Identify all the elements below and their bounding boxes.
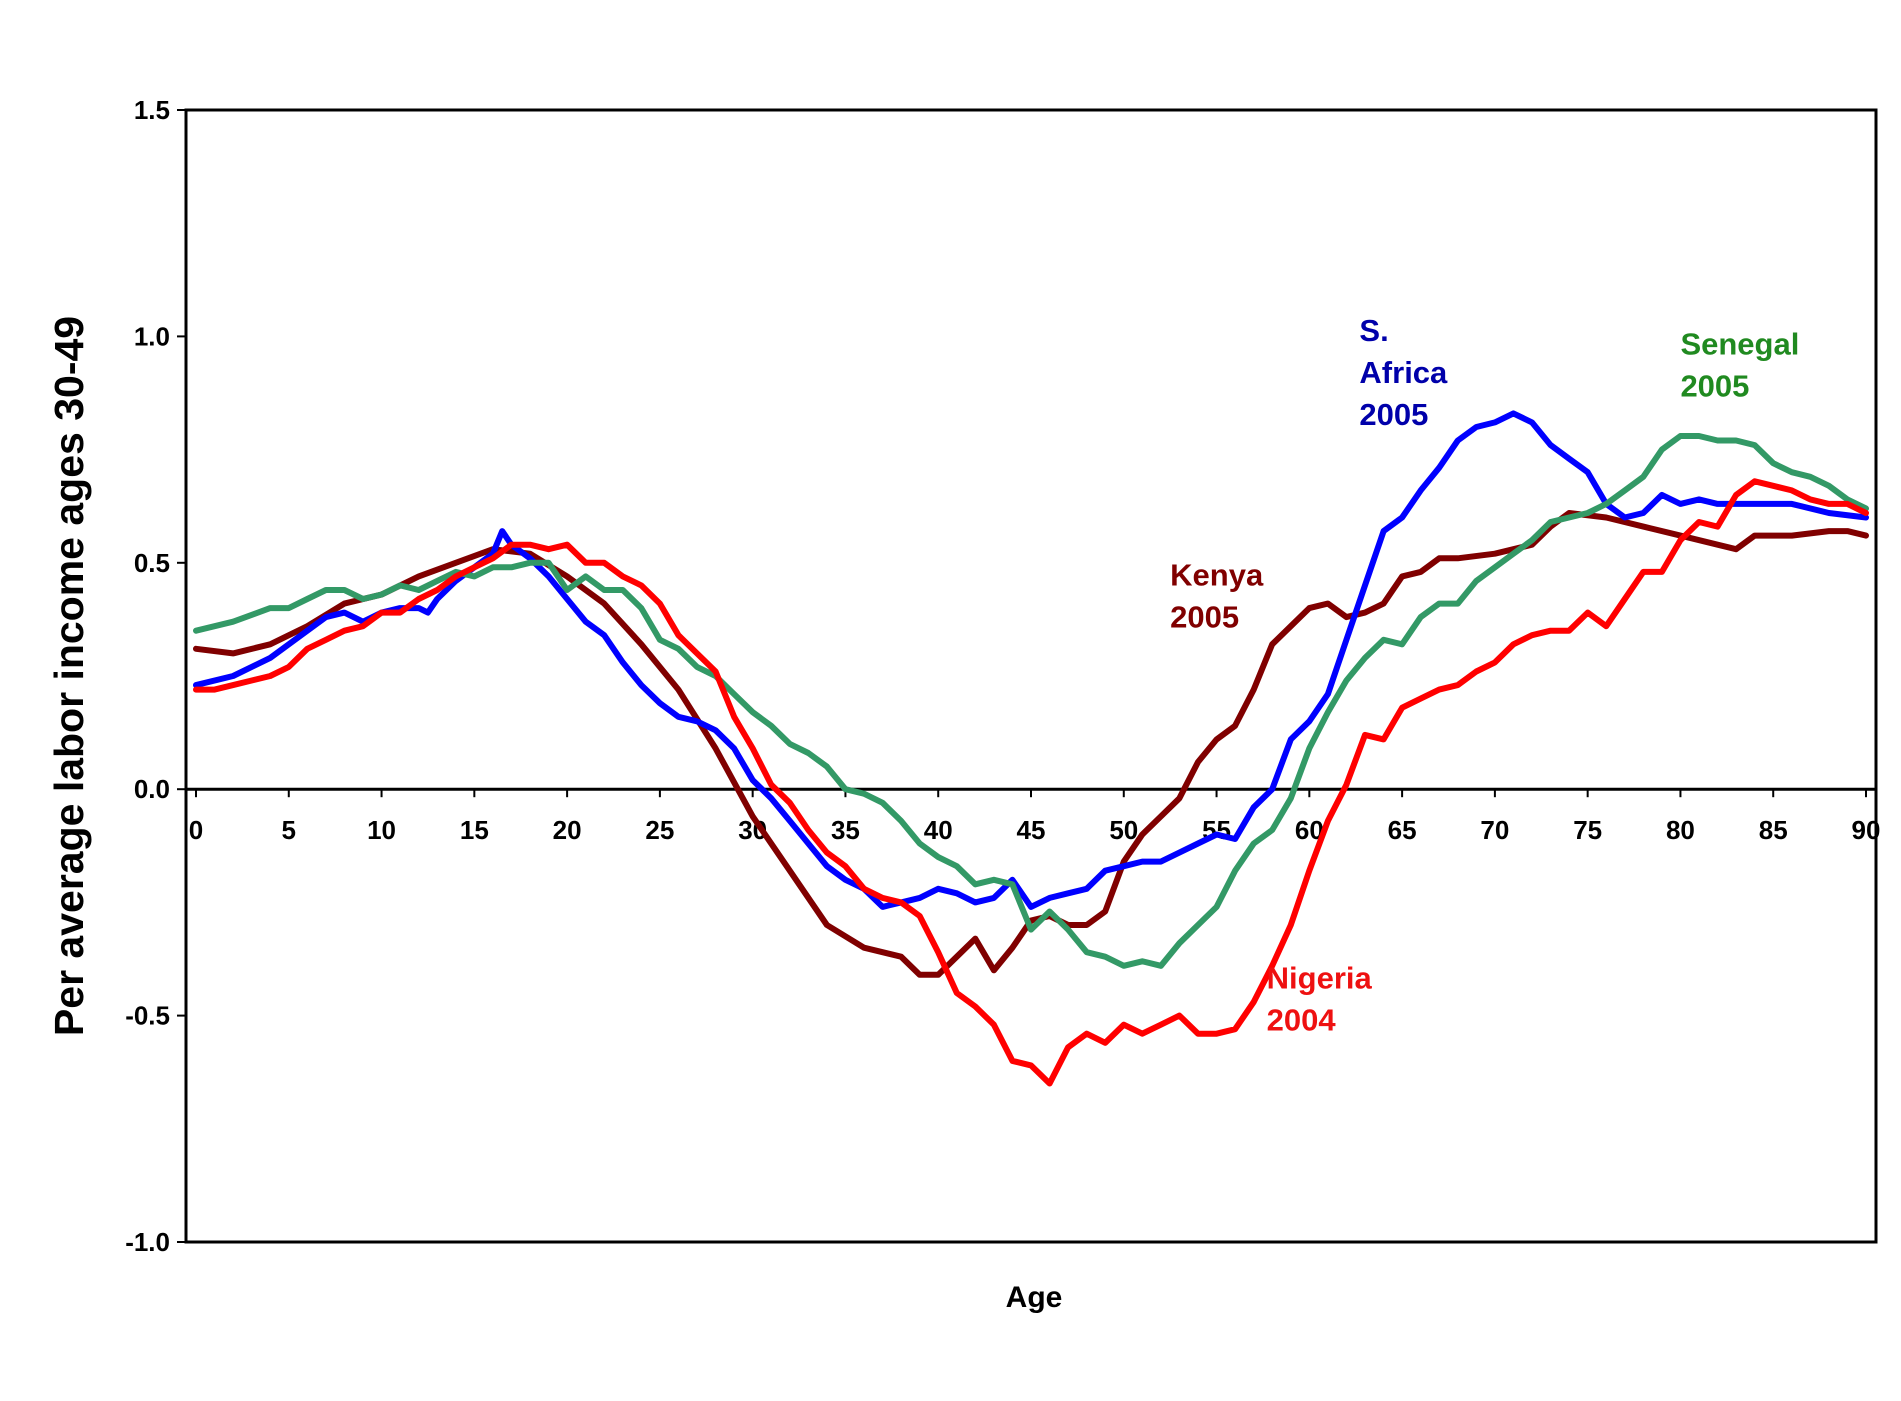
x-tick-label: 35 <box>831 815 860 845</box>
series-label-year: 2005 <box>1680 369 1749 404</box>
y-tick-label: 1.5 <box>134 95 170 125</box>
plot-frame <box>184 108 1878 1244</box>
plot-area <box>186 110 1876 1242</box>
x-tick-label: 40 <box>924 815 953 845</box>
series-lines <box>193 410 1869 1087</box>
y-axis-ticks: 1.5 1.0 0.5 0.0 -0.5 -1.0 <box>125 95 186 1257</box>
series-line-nigeria <box>193 478 1869 1087</box>
y-tick-label: 0.0 <box>134 774 170 804</box>
x-tick-label: 10 <box>367 815 396 845</box>
series-label-name: S. <box>1359 313 1388 348</box>
x-axis-ticks: 0 5 10 15 20 25 30 35 40 45 50 55 60 65 70 75 80 85 90 <box>189 789 1880 845</box>
y-tick-label: -0.5 <box>125 1001 170 1031</box>
series-label-name: Kenya <box>1170 557 1264 592</box>
x-tick-label: 80 <box>1666 815 1695 845</box>
x-tick-label: 5 <box>282 815 296 845</box>
y-tick-label: 0.5 <box>134 548 170 578</box>
y-tick-label: -1.0 <box>125 1227 170 1257</box>
series-label-year: 2005 <box>1359 397 1428 432</box>
series-labels: Kenya 2005 S. Africa 2005 Senegal 2005 Nigeria 2… <box>1170 313 1799 1038</box>
y-axis-title: Per average labor income ages 30-49 <box>46 316 92 1036</box>
series-label-year: 2004 <box>1267 1002 1337 1037</box>
x-tick-label: 25 <box>645 815 674 845</box>
x-tick-label: 70 <box>1480 815 1509 845</box>
series-label-name: Nigeria <box>1267 960 1373 995</box>
x-axis-title: Age <box>1006 1281 1063 1314</box>
y-tick-label: 1.0 <box>134 321 170 351</box>
x-tick-label: 50 <box>1109 815 1138 845</box>
series-label-name: Senegal <box>1680 327 1799 362</box>
x-tick-label: 20 <box>553 815 582 845</box>
x-tick-label: 15 <box>460 815 489 845</box>
series-label-year: 2005 <box>1170 599 1239 634</box>
series-line-s-africa <box>193 410 1869 910</box>
series-label-name: Africa <box>1359 355 1448 390</box>
x-tick-label: 45 <box>1017 815 1046 845</box>
x-tick-label: 85 <box>1759 815 1788 845</box>
x-tick-label: 65 <box>1388 815 1417 845</box>
x-tick-label: 75 <box>1573 815 1602 845</box>
x-tick-label: 0 <box>189 815 203 845</box>
series-line-senegal <box>193 433 1869 969</box>
